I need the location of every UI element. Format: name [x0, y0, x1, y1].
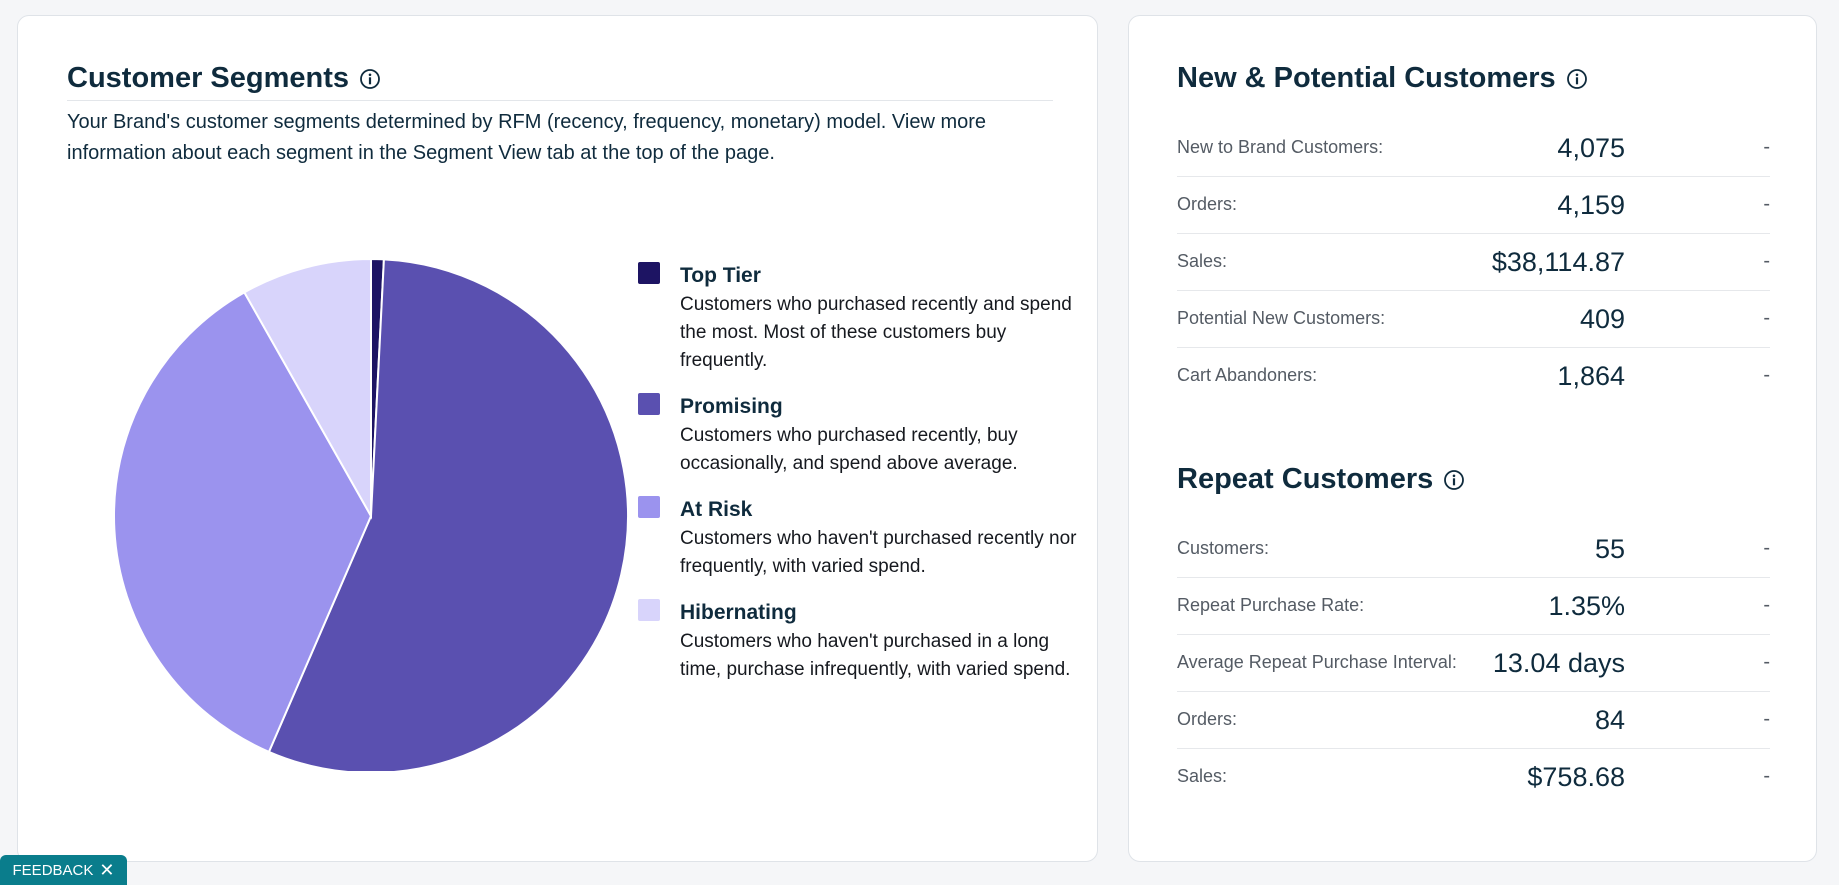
metric-label: Orders:: [1177, 194, 1238, 214]
repeat-customers-title-text: Repeat Customers: [1177, 463, 1434, 495]
metric-value: 84: [1594, 705, 1625, 735]
legend-item-promising: Promising Customers who purchased recent…: [638, 392, 1078, 478]
metric-value: $758.68: [1527, 762, 1625, 792]
pie-slice-at-risk[interactable]: [113, 290, 373, 754]
metric-change: -: [1763, 594, 1770, 616]
customers-metrics-card: New & Potential Customers New to Brand C…: [1128, 15, 1817, 862]
legend-item-top-tier: Top Tier Customers who purchased recentl…: [638, 261, 1078, 375]
info-icon[interactable]: [1443, 469, 1465, 491]
metric-row: Sales: $38,114.87 -: [1177, 234, 1770, 291]
metric-change: -: [1763, 307, 1770, 329]
legend-description: Customers who purchased recently and spe…: [680, 294, 1072, 371]
metric-row: Potential New Customers: 409 -: [1177, 291, 1770, 348]
title-divider: [67, 100, 1053, 101]
new-customers-title: New & Potential Customers: [1177, 62, 1588, 95]
metric-value: 1,864: [1557, 361, 1625, 391]
new-customers-title-text: New & Potential Customers: [1177, 62, 1556, 94]
legend-description: Customers who haven't purchased recently…: [680, 528, 1077, 577]
metric-label: Orders:: [1177, 709, 1238, 729]
metric-change: -: [1763, 537, 1770, 559]
segments-description: Your Brand's customer segments determine…: [67, 111, 987, 164]
metric-label: Cart Abandoners:: [1177, 365, 1318, 385]
metric-label: Repeat Purchase Rate:: [1177, 595, 1365, 615]
customer-segments-title: Customer Segments: [67, 62, 381, 95]
metric-change: -: [1763, 651, 1770, 673]
pie-slice-promising[interactable]: [267, 258, 628, 771]
feedback-button[interactable]: FEEDBACK ✕: [0, 855, 127, 885]
metric-row: Repeat Purchase Rate: 1.35% -: [1177, 578, 1770, 635]
legend-item-hibernating: Hibernating Customers who haven't purcha…: [638, 598, 1078, 684]
segments-legend: Top Tier Customers who purchased recentl…: [638, 261, 1078, 701]
legend-item-at-risk: At Risk Customers who haven't purchased …: [638, 495, 1078, 581]
metric-change: -: [1763, 193, 1770, 215]
metric-change: -: [1763, 136, 1770, 158]
repeat-customers-metrics: Customers: 55 - Repeat Purchase Rate: 1.…: [1177, 521, 1770, 805]
metric-change: -: [1763, 250, 1770, 272]
metric-value: $38,114.87: [1491, 247, 1625, 277]
legend-swatch-at-risk: [638, 496, 660, 518]
metric-value: 55: [1594, 534, 1625, 564]
legend-name: Top Tier: [680, 264, 761, 287]
legend-swatch-promising: [638, 393, 660, 415]
metric-change: -: [1763, 765, 1770, 787]
metric-row: Orders: 4,159 -: [1177, 177, 1770, 234]
metric-value: 409: [1579, 304, 1625, 334]
close-icon[interactable]: ✕: [99, 860, 115, 880]
metric-label: Sales:: [1177, 251, 1228, 271]
metric-row: Cart Abandoners: 1,864 -: [1177, 348, 1770, 404]
legend-swatch-hibernating: [638, 599, 660, 621]
metric-label: Customers:: [1177, 538, 1270, 558]
metric-value: 4,075: [1557, 133, 1625, 163]
metric-row: Sales: $758.68 -: [1177, 749, 1770, 805]
customer-segments-title-text: Customer Segments: [67, 62, 350, 94]
info-icon[interactable]: [359, 68, 381, 90]
metric-change: -: [1763, 364, 1770, 386]
customer-segments-card: Customer Segments Your Brand's customer …: [17, 15, 1098, 862]
metric-row: Customers: 55 -: [1177, 521, 1770, 578]
pie-slice-hibernating[interactable]: [243, 257, 372, 520]
metric-value: 1.35%: [1548, 591, 1625, 621]
metric-change: -: [1763, 708, 1770, 730]
new-customers-metrics: New to Brand Customers: 4,075 - Orders: …: [1177, 120, 1770, 404]
feedback-label: FEEDBACK: [12, 861, 94, 879]
segments-pie-chart: [113, 257, 628, 771]
info-icon[interactable]: [1566, 68, 1588, 90]
metric-label: New to Brand Customers:: [1177, 137, 1384, 157]
metric-label: Average Repeat Purchase Interval:: [1177, 652, 1457, 672]
legend-name: Promising: [680, 395, 783, 418]
metric-value: 4,159: [1557, 190, 1625, 220]
metric-row: New to Brand Customers: 4,075 -: [1177, 120, 1770, 177]
legend-description: Customers who purchased recently, buy oc…: [680, 425, 1018, 474]
metric-row: Average Repeat Purchase Interval: 13.04 …: [1177, 635, 1770, 692]
legend-name: Hibernating: [680, 601, 797, 624]
legend-swatch-top-tier: [638, 262, 660, 284]
metric-value: 13.04 days: [1492, 648, 1625, 678]
repeat-customers-title: Repeat Customers: [1177, 463, 1465, 496]
legend-name: At Risk: [680, 498, 753, 521]
metric-row: Orders: 84 -: [1177, 692, 1770, 749]
metric-label: Sales:: [1177, 766, 1228, 786]
metric-label: Potential New Customers:: [1177, 308, 1386, 328]
legend-description: Customers who haven't purchased in a lon…: [680, 631, 1071, 680]
